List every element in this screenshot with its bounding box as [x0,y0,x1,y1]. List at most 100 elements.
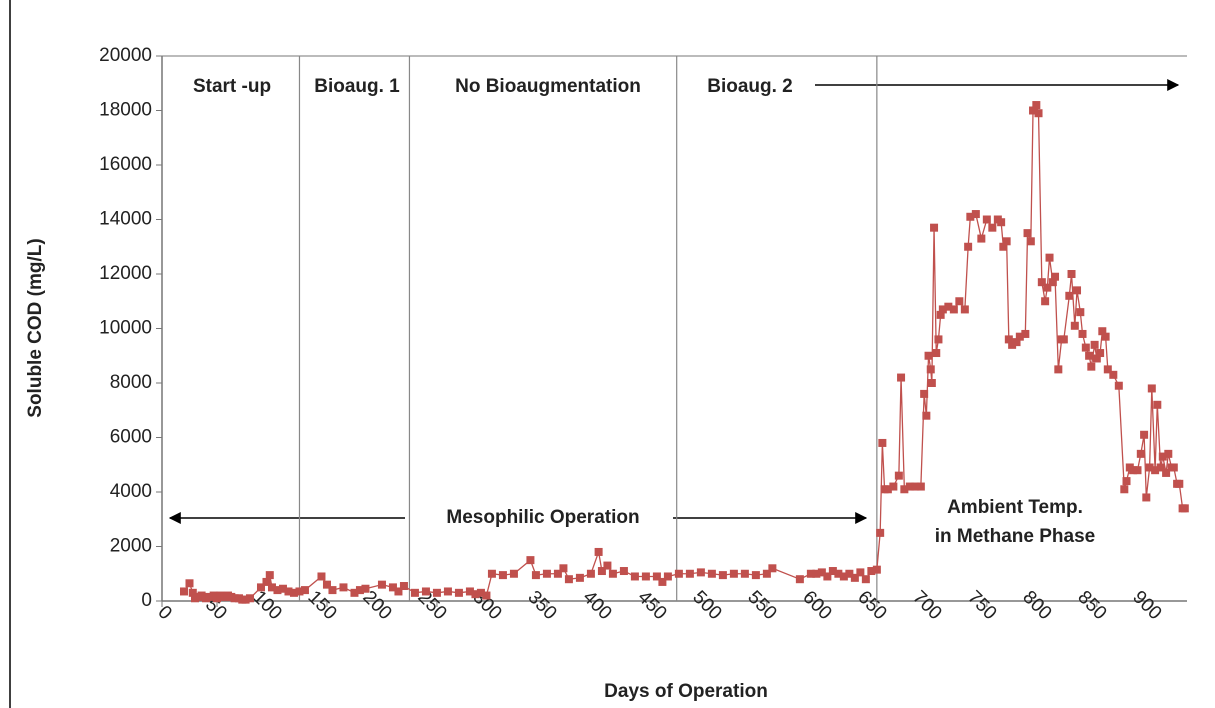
data-point [926,365,935,374]
data-point [1026,237,1035,246]
data-point [1043,283,1052,292]
data-point [322,580,331,589]
data-point [795,575,804,584]
y-tick-label: 6000 [110,427,152,448]
data-point [916,482,925,491]
data-point [630,572,639,581]
x-tick-label: 350 [523,587,560,624]
data-point [377,580,386,589]
data-point [960,305,969,314]
data-point [594,547,603,556]
data-point [564,575,573,584]
data-point [823,572,832,581]
data-point [897,373,906,382]
data-point [751,571,760,580]
data-point [1004,335,1013,344]
data-point [685,569,694,578]
data-point [876,528,885,537]
data-point [938,305,947,314]
data-point [1070,321,1079,330]
data-point [812,569,821,578]
data-point [883,485,892,494]
data-point [179,587,188,596]
data-point [1015,332,1024,341]
data-point [531,571,540,580]
data-point [1054,365,1063,374]
annotation: Bioaug. 2 [707,76,793,97]
x-tick-label: 500 [688,587,725,624]
data-point [1081,343,1090,352]
data-point [1023,229,1032,238]
data-point [619,567,628,576]
data-point [278,584,287,593]
data-point [707,569,716,578]
data-point [1041,297,1050,306]
data-point [1164,449,1173,458]
data-point [317,572,326,581]
annotation: in Methane Phase [935,526,1096,547]
data-point [1114,381,1123,390]
data-point [1103,365,1112,374]
data-point [1140,430,1149,439]
y-axis-label: Soluble COD (mg/L) [25,238,46,417]
data-point [1142,493,1151,502]
data-point [1153,400,1162,409]
data-point [674,569,683,578]
data-point [911,482,920,491]
data-point [1096,349,1105,358]
data-point [828,567,837,576]
data-point [1120,485,1129,494]
data-point [872,565,881,574]
data-point [526,556,535,565]
data-point [658,577,667,586]
data-point [295,587,304,596]
x-tick-label: 650 [853,587,890,624]
data-point [696,568,705,577]
data-point [399,582,408,591]
annotation: Start -up [193,76,271,97]
data-point [839,572,848,581]
data-point [216,591,225,600]
data-point [1129,466,1138,475]
data-point [1067,270,1076,278]
data-point [1037,278,1046,287]
x-axis-label: Days of Operation [604,681,768,702]
data-point [806,569,815,578]
data-point [1145,463,1154,472]
data-point [205,592,214,601]
x-tick-label: 800 [1018,587,1055,624]
y-tick-label: 0 [141,590,152,611]
y-tick-label: 2000 [110,536,152,557]
data-point [729,569,738,578]
data-point [608,569,617,578]
data-point [936,310,945,319]
data-point [1133,466,1142,475]
data-point [388,583,397,592]
x-tick-label: 700 [908,587,945,624]
data-point [586,569,595,578]
data-point [930,223,939,232]
x-tick-label: 400 [578,587,615,624]
data-point [289,588,298,597]
data-point [1087,362,1096,371]
data-point [652,572,661,581]
data-point [1122,477,1131,486]
data-point [421,587,430,596]
data-point [443,587,452,596]
x-tick-label: 900 [1128,587,1165,624]
data-point [553,569,562,578]
data-point [559,564,568,573]
data-point [487,569,496,578]
data-point [1034,109,1043,118]
data-point [977,234,986,243]
y-tick-label: 8000 [110,372,152,393]
data-point [1175,479,1184,488]
data-point [230,594,239,603]
y-tick-label: 14000 [99,209,152,230]
data-point [350,588,359,597]
data-point [1158,452,1167,461]
data-point [641,572,650,581]
data-point [361,584,370,593]
annotation: Ambient Temp. [947,497,1083,518]
